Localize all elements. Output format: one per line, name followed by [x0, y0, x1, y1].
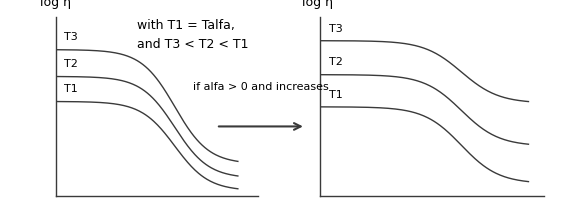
Text: if alfa > 0 and increases: if alfa > 0 and increases	[193, 82, 329, 92]
Text: with T1 = Talfa,
and T3 < T2 < T1: with T1 = Talfa, and T3 < T2 < T1	[137, 19, 249, 51]
Text: T1: T1	[329, 90, 343, 100]
Text: T2: T2	[329, 58, 343, 68]
Text: T3: T3	[329, 24, 343, 34]
Text: T1: T1	[64, 84, 78, 94]
Text: T2: T2	[64, 59, 78, 69]
Text: log η: log η	[302, 0, 333, 9]
Text: T3: T3	[64, 32, 78, 43]
Text: log η: log η	[40, 0, 71, 9]
